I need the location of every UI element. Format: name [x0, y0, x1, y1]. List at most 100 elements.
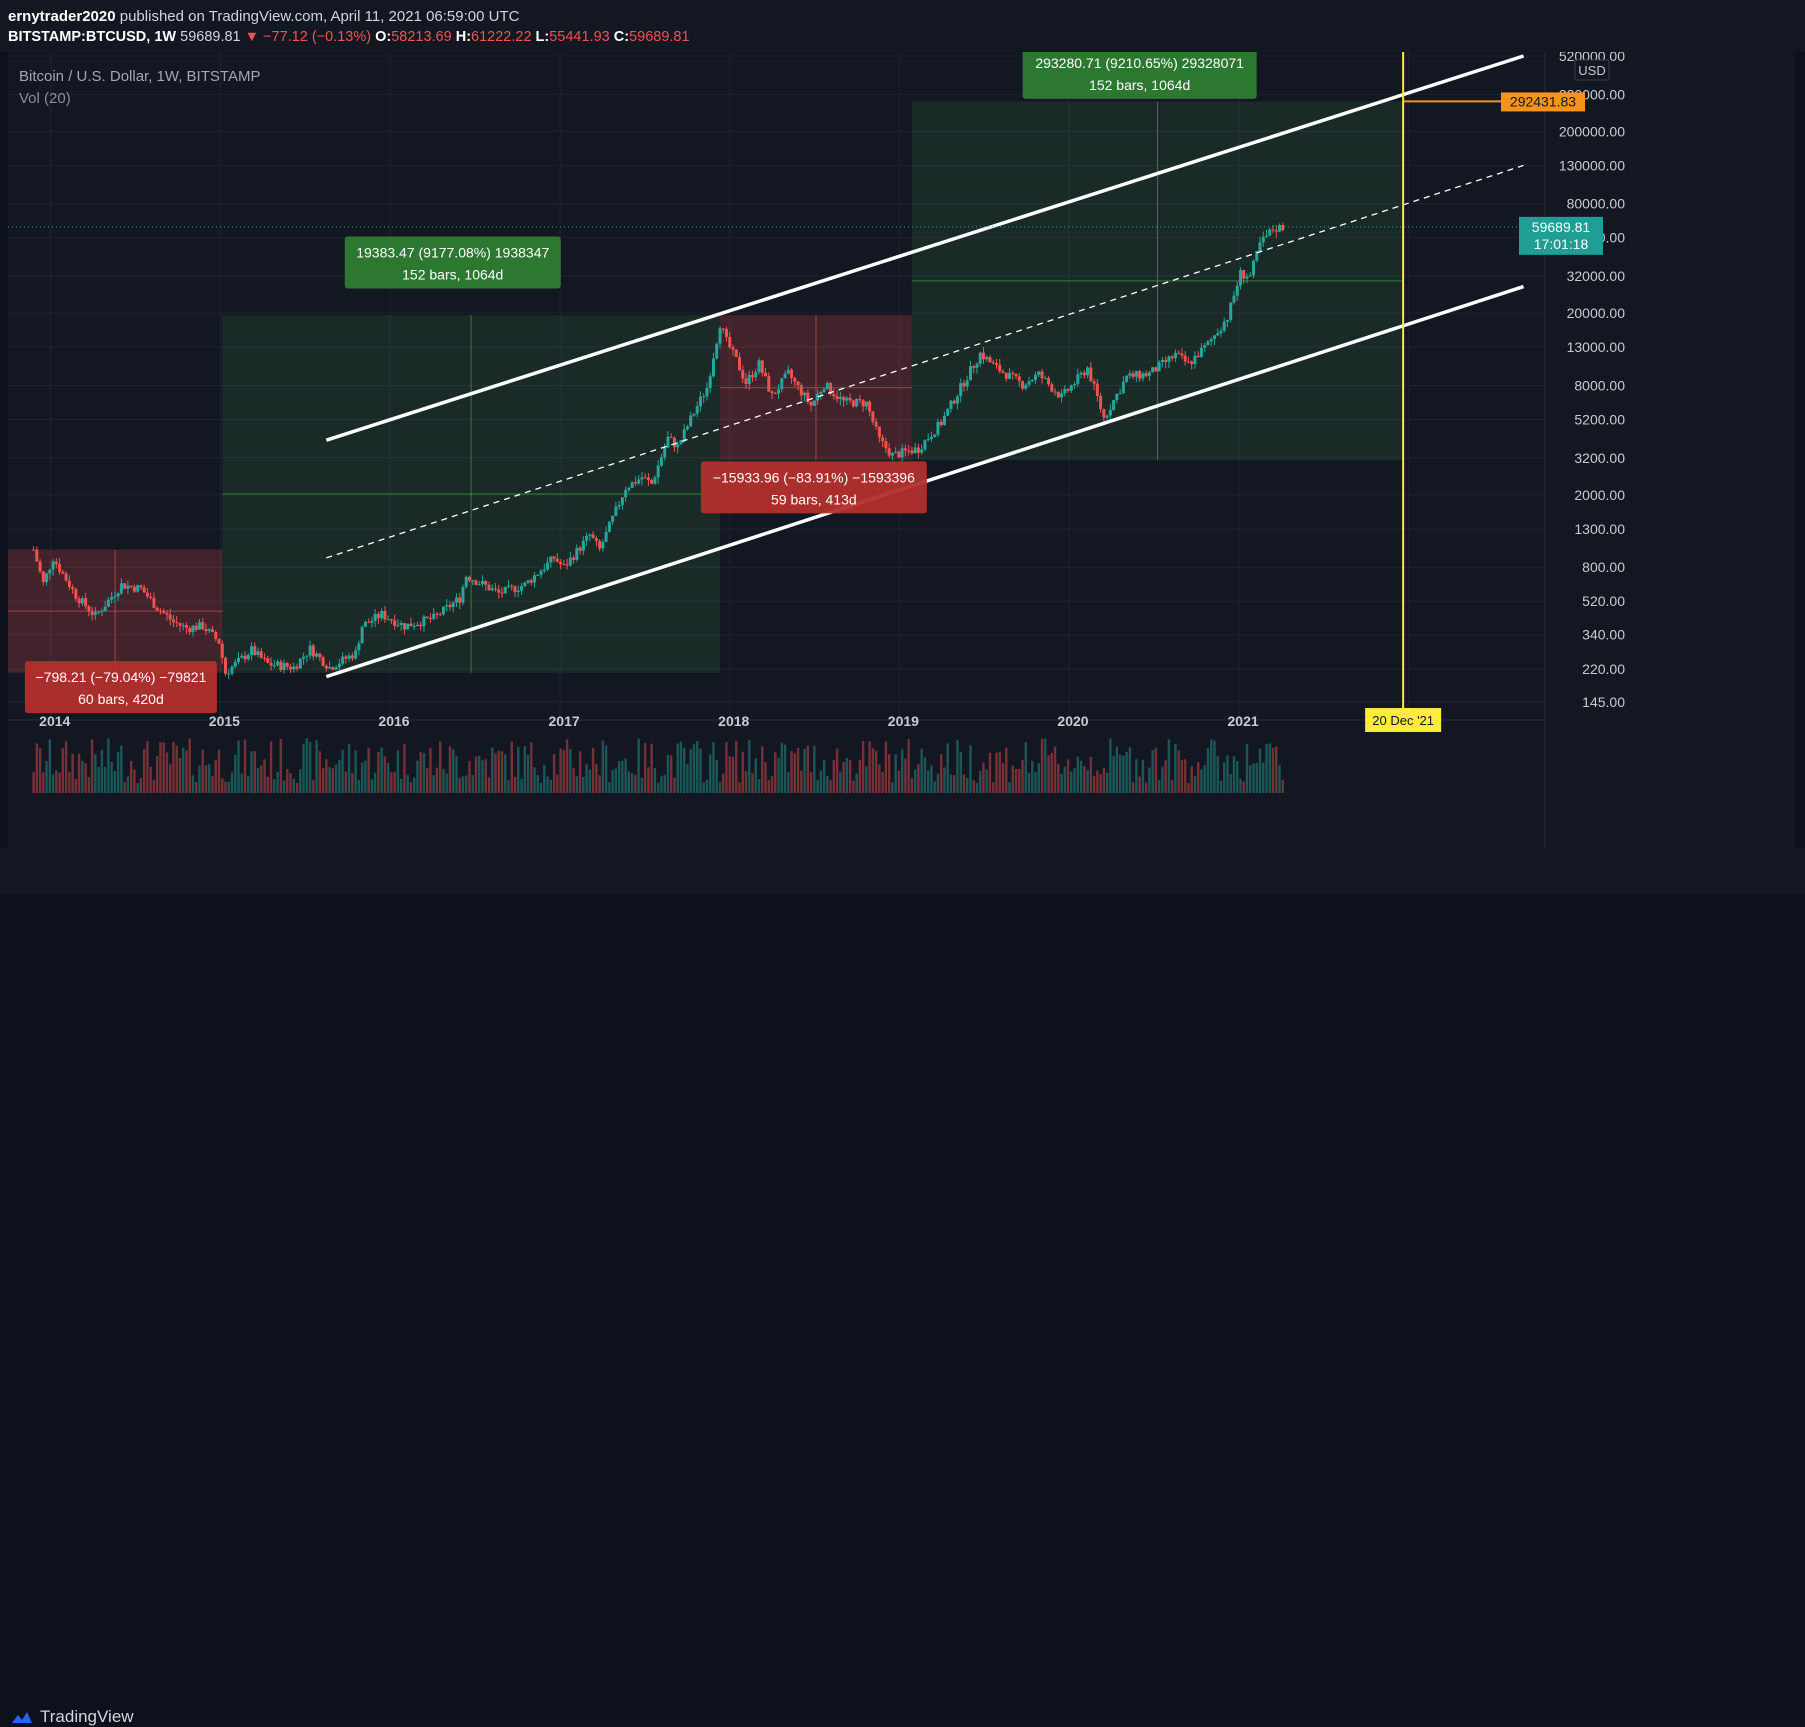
volume-bar: [422, 753, 426, 793]
volume-bar: [334, 764, 338, 793]
volume-bar: [357, 779, 361, 793]
volume-bar: [806, 745, 810, 793]
time-tick-label: 2017: [549, 713, 580, 729]
candle-body: [552, 556, 556, 559]
volume-bar: [1174, 743, 1177, 793]
candle-body: [1173, 352, 1177, 359]
candle-body: [328, 667, 332, 669]
tradingview-logo[interactable]: TradingView: [10, 1707, 134, 1727]
price-tick-label: 1300.00: [1574, 521, 1625, 537]
volume-bar: [842, 761, 845, 793]
candle-body: [132, 586, 136, 592]
close-value: 59689.81: [629, 29, 690, 45]
candle-body: [380, 610, 384, 619]
volume-bar: [946, 743, 949, 793]
volume-bar: [643, 743, 647, 793]
volume-bar: [269, 741, 273, 793]
volume-bar: [1083, 766, 1086, 793]
volume-bar: [559, 748, 562, 793]
candle-body: [1063, 389, 1067, 394]
candle-body: [607, 521, 611, 532]
volume-bar: [123, 782, 126, 793]
volume-bar: [227, 781, 230, 793]
candle-body: [155, 607, 159, 611]
volume-bar: [1112, 755, 1115, 793]
volume-bar: [152, 779, 156, 793]
candle-body: [461, 587, 465, 603]
candle-body: [259, 651, 263, 658]
volume-bar: [386, 762, 390, 793]
candle-body: [315, 653, 319, 657]
volume-bar: [874, 750, 878, 793]
candle-body: [806, 392, 810, 402]
candle-body: [858, 399, 862, 401]
channel-upper-line: [325, 54, 1525, 442]
candle-body: [445, 605, 449, 607]
candle-body: [272, 665, 276, 667]
volume-bar: [822, 759, 826, 793]
volume-bar: [419, 751, 422, 793]
volume-bar: [484, 759, 487, 793]
volume-bar: [198, 765, 201, 793]
volume-bar: [936, 773, 940, 793]
volume-bar: [816, 779, 819, 793]
high-label: H:: [455, 29, 472, 45]
volume-bar: [917, 763, 920, 793]
currency-badge: [1574, 59, 1610, 81]
volume-bar: [201, 749, 204, 793]
volume-bar: [712, 742, 715, 793]
candle-body: [920, 449, 924, 453]
candle-body: [734, 349, 738, 358]
volume-bar: [380, 747, 383, 793]
candle-body: [103, 606, 107, 612]
candle-body: [256, 651, 260, 655]
candle-body: [825, 383, 829, 390]
volume-bar: [253, 751, 256, 793]
volume-bar: [396, 750, 400, 793]
candle-body: [1258, 242, 1262, 252]
volume-bar: [315, 740, 318, 793]
candle-body: [780, 378, 784, 390]
candle-body: [454, 597, 458, 603]
volume-bar: [172, 741, 175, 793]
price-chart[interactable]: −798.21 (−79.04%) −79821 60 bars, 420d 193…: [0, 52, 1805, 848]
price-change: −77.12 (−0.13%): [263, 29, 372, 45]
candle-body: [777, 389, 781, 394]
price-tick-label: 145.00: [1582, 694, 1625, 710]
measurement-label-line2: 152 bars, 1064d: [1089, 77, 1190, 93]
candle-body: [396, 625, 400, 627]
candle-body: [1001, 371, 1005, 373]
volume-bar: [1161, 766, 1164, 793]
candle-body: [994, 362, 998, 365]
volume-bar: [136, 782, 139, 793]
candle-body: [477, 584, 481, 586]
candle-body: [263, 657, 267, 659]
volume-bar: [146, 741, 149, 793]
volume-bar: [904, 758, 907, 793]
volume-bar: [1151, 750, 1154, 793]
volume-bar: [793, 753, 797, 793]
volume-bar: [367, 747, 370, 793]
candle-body: [646, 477, 650, 480]
candle-body: [246, 655, 250, 660]
volume-bar: [539, 782, 543, 793]
volume-bar: [1031, 760, 1034, 793]
measurement-labels: −798.21 (−79.04%) −79821 60 bars, 420d 193…: [24, 52, 1257, 714]
volume-bar: [969, 745, 972, 793]
author-name[interactable]: ernytrader2020: [8, 8, 116, 25]
volume-bar: [585, 764, 588, 793]
time-tick-label: 2018: [718, 713, 749, 729]
candle-body: [663, 447, 667, 458]
candle-body: [555, 558, 559, 562]
volume-bar: [868, 741, 871, 793]
volume-bar: [669, 755, 673, 793]
candle-body: [487, 584, 491, 591]
price-tick-label: 5200.00: [1574, 411, 1625, 427]
candle-body: [71, 587, 75, 590]
volume-bar: [679, 741, 683, 793]
candle-body: [399, 623, 403, 626]
candle-body: [158, 610, 162, 612]
volume-bar: [1057, 764, 1060, 793]
candle-body: [243, 655, 247, 660]
volume-bar: [61, 748, 65, 793]
